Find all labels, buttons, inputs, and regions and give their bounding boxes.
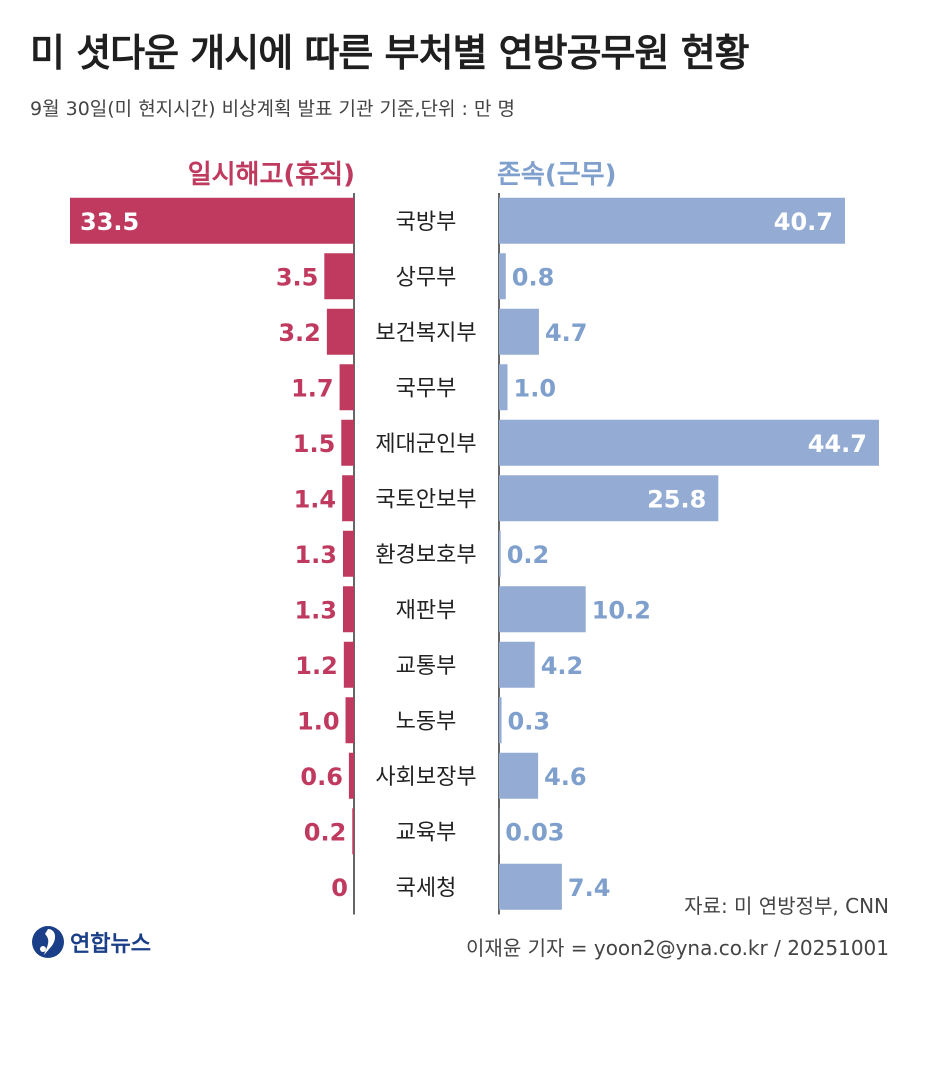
bar-right <box>499 530 501 577</box>
legend-left-label: 일시해고(휴직) <box>187 160 355 190</box>
bar-left <box>343 641 354 688</box>
bar-left <box>342 586 354 633</box>
category-label: 환경보호부 <box>375 543 476 568</box>
value-label-right: 0.03 <box>505 818 564 846</box>
category-label: 상무부 <box>396 265 457 290</box>
bar-left <box>326 308 354 355</box>
bar-left <box>352 808 354 855</box>
value-label-right: 4.2 <box>541 652 584 680</box>
value-label-left: 1.0 <box>297 707 340 735</box>
bar-right <box>499 752 539 799</box>
value-label-right: 25.8 <box>647 485 706 513</box>
legend-right-label: 존속(근무) <box>497 160 617 190</box>
value-label-right: 4.7 <box>545 319 588 347</box>
value-label-left: 1.7 <box>291 374 334 402</box>
value-label-right: 0.3 <box>508 707 551 735</box>
bar-left <box>348 752 354 799</box>
value-label-left: 33.5 <box>80 208 139 236</box>
bar-right <box>499 308 539 355</box>
yonhap-logo: 연합뉴스 <box>30 924 151 960</box>
bar-right <box>499 253 506 300</box>
bar-right <box>499 586 586 633</box>
bar-right <box>499 475 719 522</box>
value-label-left: 1.3 <box>294 596 337 624</box>
source-note: 자료: 미 연방정부, CNN <box>684 894 889 918</box>
bar-right <box>499 197 845 244</box>
value-label-left: 1.5 <box>293 430 336 458</box>
category-label: 보건복지부 <box>375 321 476 346</box>
category-label: 교통부 <box>396 654 457 679</box>
category-label: 국토안보부 <box>375 487 476 512</box>
bar-right <box>499 641 535 688</box>
value-label-right: 40.7 <box>774 208 833 236</box>
category-label: 사회보장부 <box>375 765 476 790</box>
value-label-right: 0.8 <box>512 263 555 291</box>
bar-left <box>345 697 354 744</box>
value-label-left: 3.5 <box>276 263 319 291</box>
value-label-right: 4.6 <box>544 763 587 791</box>
category-label: 국무부 <box>396 376 457 401</box>
value-label-left: 0 <box>331 874 348 902</box>
value-label-left: 3.2 <box>278 319 321 347</box>
category-label: 국세청 <box>396 876 457 901</box>
value-label-right: 0.2 <box>507 541 550 569</box>
bar-left <box>324 253 354 300</box>
bar-right <box>499 863 562 910</box>
value-label-left: 1.4 <box>294 485 337 513</box>
category-label: 제대군인부 <box>375 432 476 457</box>
value-label-right: 7.4 <box>568 874 611 902</box>
bar-right <box>499 364 508 411</box>
category-label: 교육부 <box>396 820 457 845</box>
value-label-right: 1.0 <box>514 374 557 402</box>
value-label-left: 0.2 <box>304 818 347 846</box>
category-label: 재판부 <box>396 598 457 623</box>
bar-left <box>342 475 354 522</box>
bar-left <box>342 530 354 577</box>
category-label: 노동부 <box>396 709 457 734</box>
value-label-right: 10.2 <box>592 596 651 624</box>
value-label-left: 1.2 <box>295 652 338 680</box>
yonhap-logo-icon <box>32 926 64 958</box>
bar-left <box>339 364 354 411</box>
value-label-left: 0.6 <box>300 763 343 791</box>
value-label-left: 1.3 <box>294 541 337 569</box>
bar-right <box>499 697 502 744</box>
chart-subtitle: 9월 30일(미 현지시간) 비상계획 발표 기관 기준,단위 : 만 명 <box>30 98 515 120</box>
chart-title: 미 셧다운 개시에 따른 부처별 연방공무원 현황 <box>30 31 750 75</box>
category-label: 국방부 <box>396 210 457 235</box>
credit-note: 이재윤 기자 = yoon2@yna.co.kr / 20251001 <box>466 936 889 960</box>
bar-left <box>70 197 354 244</box>
bar-left <box>341 419 354 466</box>
value-label-right: 44.7 <box>808 430 867 458</box>
bar-right <box>499 419 879 466</box>
logo-text: 연합뉴스 <box>70 932 151 957</box>
